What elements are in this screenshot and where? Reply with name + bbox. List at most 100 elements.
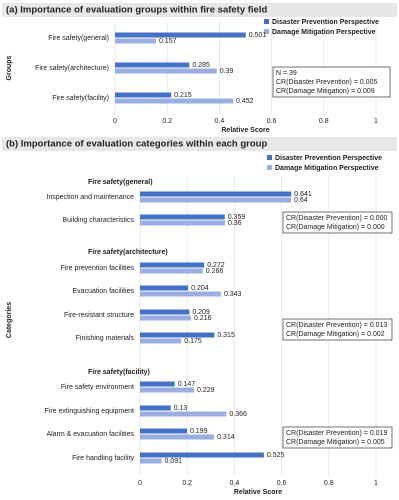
x-tick-label: 0.8 [324, 480, 334, 487]
bar [115, 38, 156, 44]
x-axis-label: Relative Score [234, 489, 282, 496]
annotation-box [282, 426, 393, 449]
x-tick-label: 0.6 [267, 118, 277, 125]
value-label: 0.366 [229, 411, 247, 418]
y-tick-label: Fire prevention facilities [60, 265, 134, 272]
value-label: 0.39 [220, 68, 234, 75]
bar [140, 405, 171, 411]
value-label: 0.64 [294, 197, 308, 204]
bar [140, 197, 292, 203]
bar [140, 214, 225, 220]
bar [140, 387, 195, 393]
title-background [2, 3, 397, 17]
value-label: 0.157 [159, 38, 177, 45]
value-label: 0.147 [178, 381, 196, 388]
value-label: 0.091 [164, 458, 182, 465]
annotation: CR(Damage Mitigation) = 0.005 [286, 439, 385, 446]
y-tick-label: Fire safety(general) [48, 35, 109, 42]
bar [140, 262, 205, 268]
y-tick-label: Fire handling facility [72, 455, 134, 462]
legend-label: Disaster Prevention Perspective [275, 155, 382, 162]
bar [140, 285, 189, 291]
bar [115, 98, 233, 104]
x-tick-label: 0 [113, 118, 117, 125]
annotation: CR(Damage Mitigation) = 0.000 [286, 224, 385, 231]
x-tick-label: 0.6 [277, 480, 287, 487]
bar [140, 291, 221, 297]
y-tick-label: Fire safety environment [61, 384, 134, 391]
value-label: 0.204 [191, 285, 209, 292]
chart-title: (a) Importance of evaluation groups with… [6, 5, 267, 16]
value-label: 0.525 [267, 452, 285, 459]
bar [140, 434, 215, 440]
value-label: 0.199 [190, 428, 208, 435]
title-background [2, 137, 397, 151]
group-label: Fire safety(facility) [88, 369, 150, 376]
bar [140, 428, 187, 434]
bar [140, 452, 264, 458]
bar [115, 62, 190, 68]
value-label: 0.314 [217, 434, 235, 441]
value-label: 0.315 [217, 332, 235, 339]
annotation: CR(Disaster Prevention) = 0.013 [286, 322, 387, 329]
x-tick-label: 1 [374, 118, 378, 125]
legend-label: Disaster Prevention Perspective [272, 19, 379, 26]
x-tick-label: 0.2 [182, 480, 192, 487]
bar [140, 220, 225, 226]
bar [115, 92, 172, 98]
bar [115, 32, 246, 38]
x-tick-label: 0.2 [162, 118, 172, 125]
legend-label: Damage Mitigation Perspective [272, 29, 376, 36]
value-label: 0.641 [294, 191, 312, 198]
legend-swatch [264, 19, 269, 24]
value-label: 0.175 [184, 338, 202, 345]
value-label: 0.216 [194, 315, 212, 322]
y-tick-label: Building characteristics [62, 217, 134, 224]
bar [140, 458, 162, 464]
value-label: 0.343 [224, 291, 242, 298]
bar [140, 332, 215, 338]
legend-swatch [267, 165, 272, 170]
x-tick-label: 0.8 [319, 118, 329, 125]
y-tick-label: Finishing materials [76, 335, 135, 342]
annotation: CR(Disaster Prevention) = 0.000 [286, 215, 387, 222]
annotation: CR(Damage Mitigation) = 0.002 [286, 331, 385, 338]
value-label: 0.285 [192, 62, 210, 69]
annotation: CR(Disaster Prevention) = 0.005 [276, 79, 377, 86]
y-axis-label: Categories [6, 302, 13, 338]
value-label: 0.501 [249, 32, 267, 39]
annotation-box [282, 318, 393, 341]
group-label: Fire safety(architecture) [88, 249, 168, 256]
x-tick-label: 1 [374, 480, 378, 487]
y-axis-label: Groups [6, 55, 13, 80]
legend-label: Damage Mitigation Perspective [275, 165, 379, 172]
value-label: 0.209 [192, 309, 210, 316]
x-tick-label: 0 [138, 480, 142, 487]
y-tick-label: Alarm & evacuation facilities [46, 431, 134, 438]
x-axis-label: Relative Score [221, 127, 269, 134]
value-label: 0.13 [174, 405, 188, 412]
y-tick-label: Fire-resistant structure [64, 312, 134, 319]
annotation: N = 39 [276, 70, 297, 77]
bar [140, 315, 191, 321]
y-tick-label: Fire safety(architecture) [35, 65, 109, 72]
bar [140, 411, 227, 417]
x-tick-label: 0.4 [230, 480, 240, 487]
bar [140, 338, 182, 344]
x-tick-label: 0.4 [215, 118, 225, 125]
value-label: 0.215 [174, 92, 192, 99]
legend-swatch [264, 29, 269, 34]
bar [140, 191, 292, 197]
value-label: 0.36 [228, 220, 242, 227]
bar [140, 381, 175, 387]
value-label: 0.359 [228, 214, 246, 221]
annotation: CR(Damage Mitigation) = 0.009 [276, 88, 375, 95]
value-label: 0.452 [236, 98, 254, 105]
chart-title: (b) Importance of evaluation categories … [6, 139, 267, 150]
y-tick-label: Fire safety(facility) [52, 95, 109, 102]
y-tick-label: Evacuation facilities [73, 288, 135, 295]
value-label: 0.272 [207, 262, 225, 269]
value-label: 0.229 [197, 387, 215, 394]
annotation: CR(Disaster Prevention) = 0.019 [286, 430, 387, 437]
